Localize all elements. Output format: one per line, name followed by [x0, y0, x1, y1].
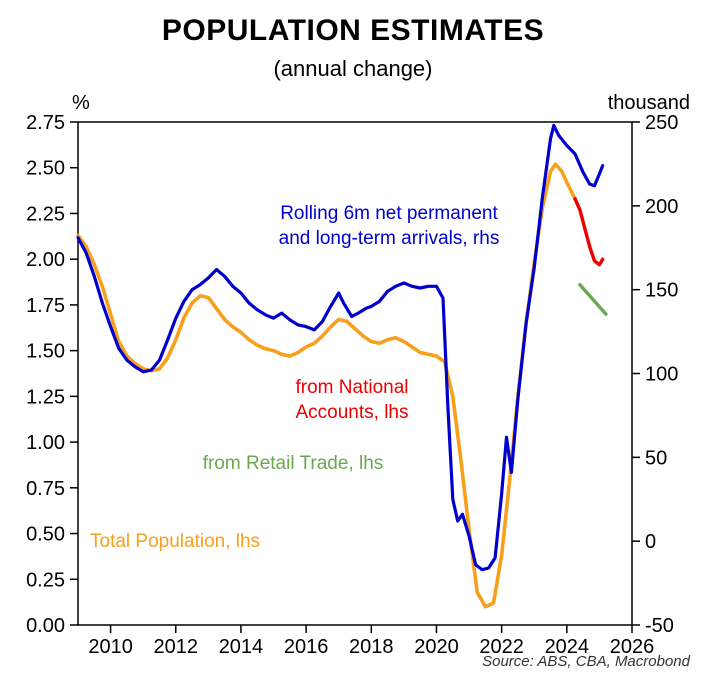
- svg-text:2018: 2018: [349, 636, 394, 658]
- svg-text:0.00: 0.00: [26, 615, 65, 637]
- svg-text:1.75: 1.75: [26, 295, 65, 317]
- svg-text:50: 50: [645, 447, 667, 469]
- svg-text:-50: -50: [645, 615, 674, 637]
- svg-text:2010: 2010: [88, 636, 133, 658]
- svg-text:2016: 2016: [284, 636, 329, 658]
- source-note: Source: ABS, CBA, Macrobond: [482, 653, 690, 670]
- svg-text:1.50: 1.50: [26, 341, 65, 363]
- chart-subtitle: (annual change): [273, 56, 433, 81]
- svg-text:0.50: 0.50: [26, 524, 65, 546]
- svg-text:0.25: 0.25: [26, 569, 65, 591]
- svg-text:2024: 2024: [545, 636, 590, 658]
- svg-text:2026: 2026: [610, 636, 655, 658]
- svg-text:2.25: 2.25: [26, 203, 65, 225]
- svg-text:0: 0: [645, 531, 656, 553]
- left-axis-unit-label: %: [72, 92, 90, 114]
- svg-text:150: 150: [645, 280, 678, 302]
- svg-text:2.75: 2.75: [26, 112, 65, 134]
- series-label-total-population: Total Population, lhs: [90, 531, 261, 552]
- svg-text:2014: 2014: [219, 636, 264, 658]
- svg-text:100: 100: [645, 364, 678, 386]
- svg-text:2012: 2012: [154, 636, 199, 658]
- series-label-arrivals: Rolling 6m net permanent and long-term a…: [278, 203, 500, 249]
- series-label-retail-trade: from Retail Trade, lhs: [202, 453, 384, 474]
- svg-text:1.25: 1.25: [26, 386, 65, 408]
- svg-text:1.00: 1.00: [26, 432, 65, 454]
- svg-text:2022: 2022: [479, 636, 524, 658]
- svg-text:200: 200: [645, 196, 678, 218]
- right-axis-unit-label: thousand: [607, 92, 690, 114]
- series-label-national-accounts: from National Accounts, lhs: [295, 377, 409, 423]
- svg-text:2.50: 2.50: [26, 158, 65, 180]
- svg-text:2020: 2020: [414, 636, 459, 658]
- svg-text:0.75: 0.75: [26, 478, 65, 500]
- chart-title: POPULATION ESTIMATES: [161, 14, 545, 47]
- svg-text:250: 250: [645, 112, 678, 134]
- svg-text:2.00: 2.00: [26, 249, 65, 271]
